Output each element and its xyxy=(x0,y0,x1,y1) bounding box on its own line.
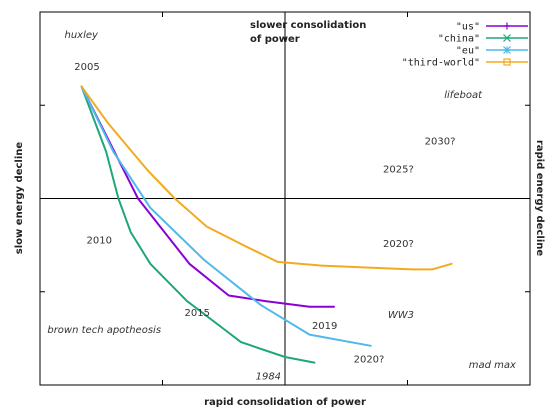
annotation-label: 2015 xyxy=(185,308,210,319)
x-axis-title: rapid consolidation of power xyxy=(204,397,366,408)
annotation-label: 1984 xyxy=(256,371,281,382)
legend-label: "eu" xyxy=(456,46,480,57)
series-line xyxy=(80,85,372,347)
annotation-label: 2010 xyxy=(87,235,112,246)
series-line xyxy=(80,85,453,271)
annotation-label: 2020? xyxy=(354,355,385,366)
x2-axis-title-line1: slower consolidation xyxy=(250,20,366,31)
annotation-label: brown tech apotheosis xyxy=(47,325,161,336)
annotation-label: 2019 xyxy=(312,321,337,332)
legend-marker xyxy=(503,58,511,66)
series-line xyxy=(80,85,335,308)
legend-marker xyxy=(503,46,511,54)
y-axis-title: slow energy decline xyxy=(14,142,25,255)
legend-marker xyxy=(503,22,511,30)
legend-label: "china" xyxy=(438,34,480,45)
annotation-label: huxley xyxy=(65,30,100,41)
annotation-label: lifeboat xyxy=(444,90,483,101)
annotation-label: 2005 xyxy=(74,62,99,73)
series-layer xyxy=(80,85,453,364)
x2-axis-title-line2: of power xyxy=(250,34,300,45)
legend: "us""china""eu""third-world" xyxy=(402,22,528,69)
axis-ticks xyxy=(40,12,530,385)
legend-label: "us" xyxy=(456,22,480,33)
series-line xyxy=(80,85,316,364)
annotation-layer: huxley 2005 lifeboat 2030? 2025? 2010 2020? 201… xyxy=(47,30,516,382)
annotation-label: 2030? xyxy=(425,136,456,147)
annotation-label: WW3 xyxy=(388,310,414,321)
annotation-label: 2020? xyxy=(383,239,414,250)
y2-axis-title: rapid energy decline xyxy=(534,140,545,257)
legend-label: "third-world" xyxy=(402,58,480,69)
annotation-label: mad max xyxy=(469,360,516,371)
annotation-label: 2025? xyxy=(383,164,414,175)
legend-marker xyxy=(503,34,511,42)
